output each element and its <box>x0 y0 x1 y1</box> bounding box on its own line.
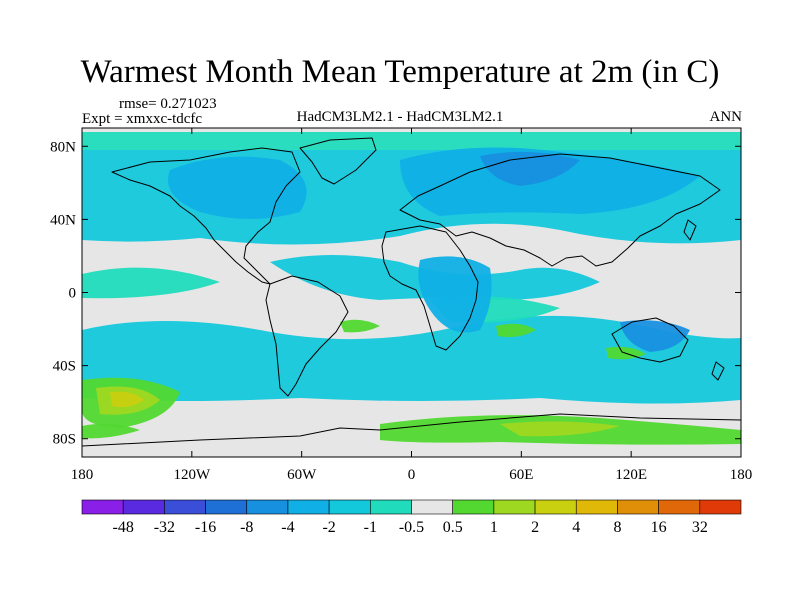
colorbar: -48 -32 -16 -8 -4 -2 -1 -0.5 0.5 1 2 4 8 16 32 <box>81 499 742 536</box>
coast-south-america <box>265 275 349 397</box>
colorbar-label: 0.5 <box>443 519 463 536</box>
colorbar-swatch <box>205 499 248 515</box>
colorbar-swatch <box>164 499 206 515</box>
lon-tick-label: 180 <box>71 467 94 483</box>
colorbar-swatch <box>411 499 453 515</box>
coast-eurasia <box>399 153 721 267</box>
colorbar-swatch <box>328 499 371 515</box>
colorbar-label: 16 <box>651 519 667 536</box>
cool-core-siberia <box>480 151 580 186</box>
colorbar-swatch <box>617 499 659 515</box>
cool-core-australia <box>620 320 690 352</box>
colorbar-label: -8 <box>240 519 253 536</box>
colorbar-swatch <box>534 499 577 515</box>
colorbar-label: 4 <box>572 519 580 536</box>
colorbar-swatch <box>246 499 289 515</box>
lat-tick-label: 80N <box>50 139 76 155</box>
colorbar-label: 32 <box>692 519 708 536</box>
colorbar-label: -2 <box>322 519 335 536</box>
colorbar-swatch <box>699 499 742 515</box>
colorbar-swatch <box>287 499 330 515</box>
colorbar-swatch <box>122 499 165 515</box>
cool-core-africa <box>418 256 492 333</box>
anomaly-field <box>82 128 741 457</box>
models-label: HadCM3LM2.1 - HadCM3LM2.1 <box>296 109 504 125</box>
longitude-axis: 180 120W 60W 0 60E 120E 180 <box>71 128 753 483</box>
coastlines <box>82 137 741 447</box>
latitude-axis: 80N 40N 0 40S 80S <box>50 139 741 448</box>
warm-patch-atlantic <box>340 319 380 333</box>
cool-core-eurasia <box>400 147 700 216</box>
season-label: ANN <box>709 109 743 125</box>
coast-africa <box>381 225 479 351</box>
coast-antarctica <box>82 413 741 447</box>
cool-patch-arctic <box>82 132 741 150</box>
lat-tick-label: 0 <box>69 286 77 302</box>
cool-band-south <box>82 315 741 404</box>
lon-tick-label: 120W <box>173 467 211 483</box>
colorbar-label: -0.5 <box>399 519 424 536</box>
cool-core-north-america <box>168 156 307 219</box>
lon-tick-label: 60E <box>509 467 533 483</box>
colorbar-label: 8 <box>613 519 621 536</box>
colorbar-label: -4 <box>281 519 294 536</box>
warm-core-antarctica <box>500 421 620 437</box>
colorbar-label: -48 <box>113 519 134 536</box>
experiment-label: Expt = xmxxc-tdcfc <box>82 111 203 127</box>
lon-tick-label: 60W <box>287 467 317 483</box>
colorbar-label: 2 <box>531 519 539 536</box>
lon-tick-label: 0 <box>408 467 416 483</box>
warm-peak-south-pacific <box>110 391 144 408</box>
coast-japan <box>683 219 697 241</box>
colorbar-swatch <box>575 499 618 515</box>
coast-north-america <box>111 147 301 285</box>
map-title: Warmest Month Mean Temperature at 2m (in… <box>80 54 720 90</box>
lon-tick-label: 120E <box>615 467 647 483</box>
warm-patch-indian <box>496 323 536 338</box>
cool-patch-pacific <box>82 267 220 299</box>
lon-tick-label: 180 <box>730 467 753 483</box>
colorbar-label: -1 <box>364 519 377 536</box>
coast-new-zealand <box>711 361 725 381</box>
colorbar-label: -16 <box>195 519 216 536</box>
coast-greenland <box>299 137 377 185</box>
colorbar-label: 1 <box>490 519 498 536</box>
lat-tick-label: 80S <box>53 432 76 448</box>
warm-patch-west-pacific <box>82 423 140 439</box>
colorbar-swatch <box>658 499 701 515</box>
colorbar-swatch <box>370 499 412 515</box>
lat-tick-label: 40N <box>50 212 76 228</box>
colorbar-swatch <box>493 499 536 515</box>
colorbar-swatch <box>81 499 124 515</box>
lat-tick-label: 40S <box>53 359 76 375</box>
colorbar-swatch <box>452 499 495 515</box>
colorbar-label: -32 <box>154 519 175 536</box>
rmse-label: rmse= 0.271023 <box>119 96 217 112</box>
coast-australia <box>611 317 689 363</box>
